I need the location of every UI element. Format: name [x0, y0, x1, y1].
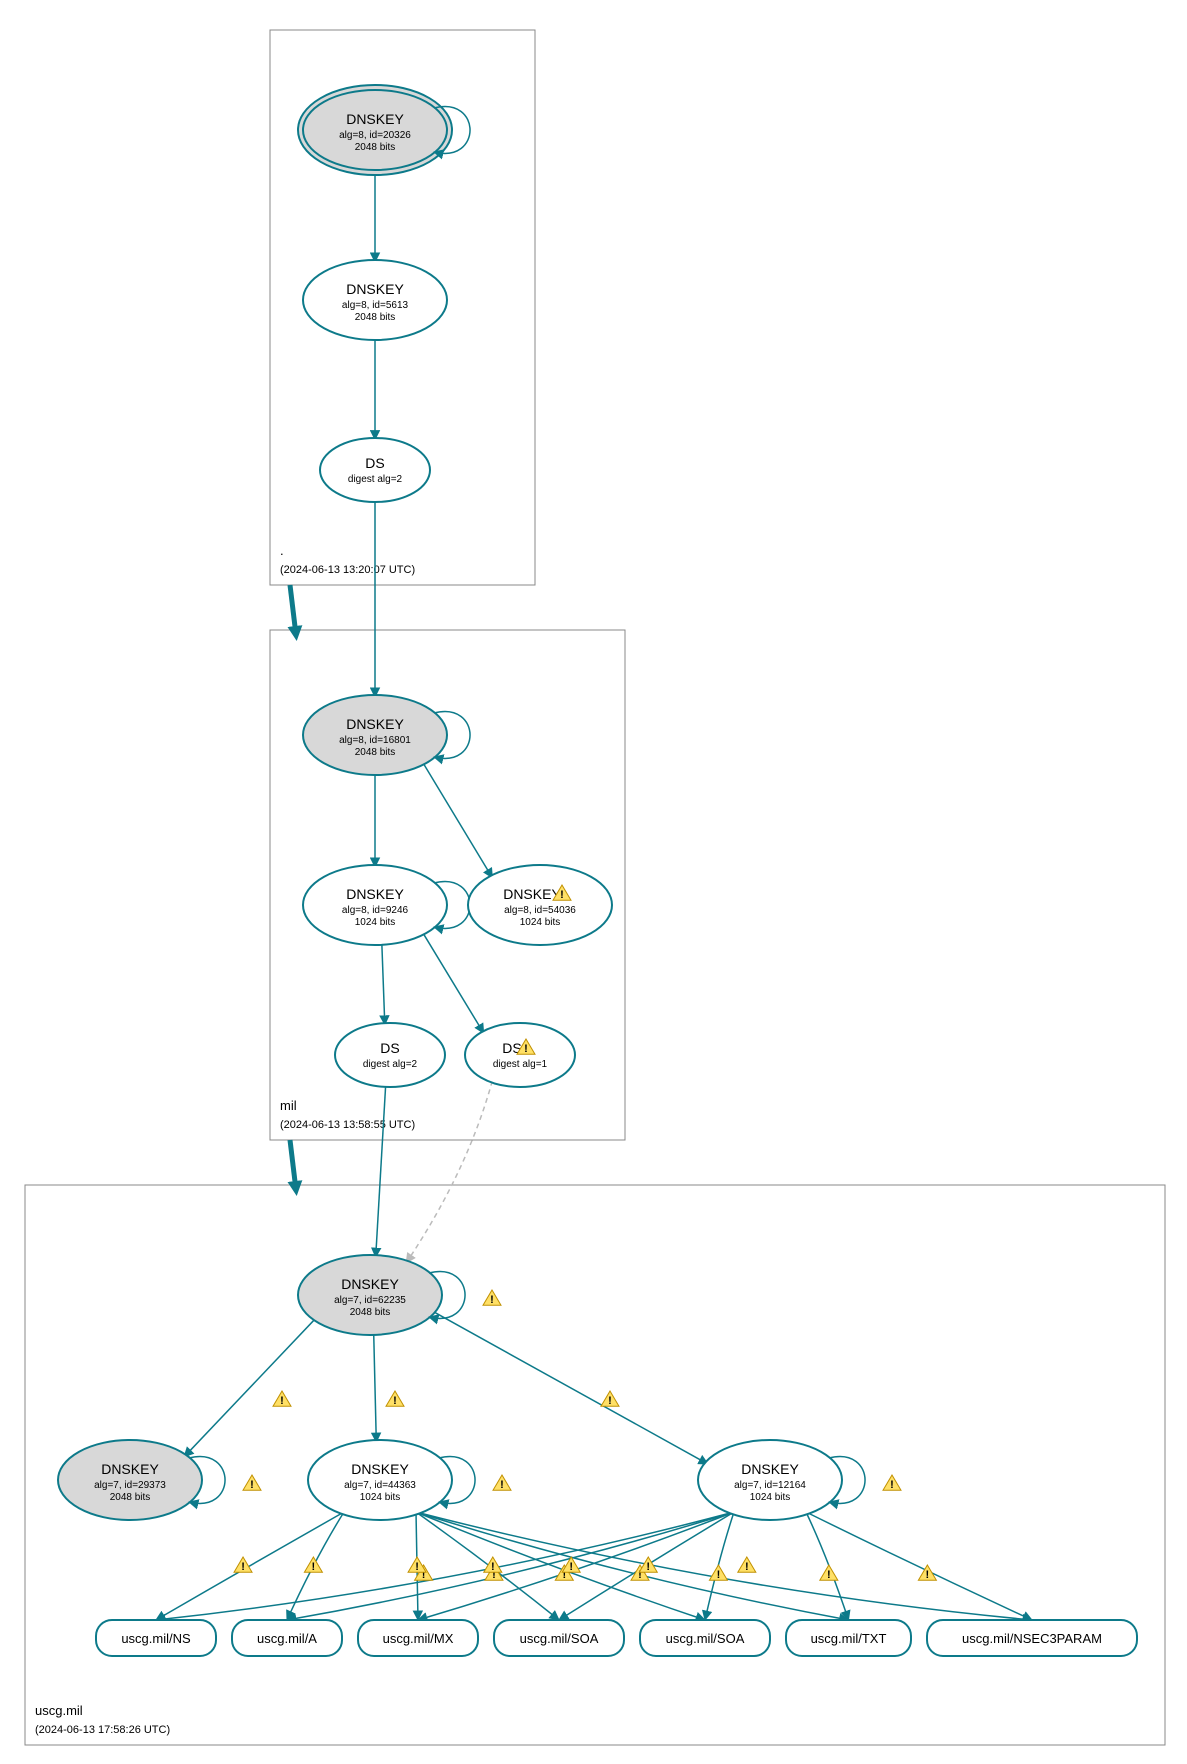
node-title: DNSKEY [346, 111, 404, 127]
svg-text:!: ! [646, 1561, 650, 1573]
edge [423, 762, 493, 877]
node-title: DNSKEY [346, 716, 404, 732]
svg-text:!: ! [569, 1561, 573, 1573]
edge [374, 1333, 377, 1442]
rrsig-edge [287, 1512, 734, 1620]
node-title: DNSKEY [346, 886, 404, 902]
svg-text:!: ! [312, 1561, 316, 1573]
rrset-label: uscg.mil/TXT [811, 1631, 887, 1646]
zone-timestamp: (2024-06-13 13:20:07 UTC) [280, 564, 415, 576]
node-title: DNSKEY [351, 1461, 409, 1477]
node-title: DS [365, 455, 384, 471]
node-sub1: digest alg=1 [493, 1059, 548, 1070]
edge [376, 1085, 386, 1257]
node-title: DNSKEY [341, 1276, 399, 1292]
svg-text:!: ! [560, 889, 564, 901]
svg-text:!: ! [280, 1395, 284, 1407]
node-sub2: 1024 bits [750, 1492, 791, 1503]
rrset-label: uscg.mil/SOA [520, 1631, 599, 1646]
node-sub1: alg=8, id=54036 [504, 905, 576, 916]
rrset-label: uscg.mil/SOA [666, 1631, 745, 1646]
rrsig-edge [806, 1512, 849, 1620]
node-sub1: alg=8, id=9246 [342, 905, 409, 916]
rrset-label: uscg.mil/A [257, 1631, 317, 1646]
node-sub1: alg=8, id=16801 [339, 735, 411, 746]
svg-text:!: ! [926, 1569, 930, 1581]
node-sub1: alg=7, id=12164 [734, 1480, 806, 1491]
zone-label: uscg.mil [35, 1703, 83, 1718]
svg-text:!: ! [500, 1479, 504, 1491]
edge [184, 1318, 316, 1457]
rrset-label: uscg.mil/NS [121, 1631, 191, 1646]
svg-text:!: ! [827, 1569, 831, 1581]
svg-text:!: ! [608, 1395, 612, 1407]
edge [382, 943, 385, 1025]
node-title: DS [380, 1040, 399, 1056]
node-title: DNSKEY [346, 281, 404, 297]
svg-text:!: ! [415, 1561, 419, 1573]
zone-delegation-edge [290, 585, 296, 635]
rrsig-edge [416, 1512, 705, 1620]
svg-text:!: ! [524, 1043, 528, 1055]
svg-text:!: ! [717, 1569, 721, 1581]
node-sub1: digest alg=2 [363, 1059, 418, 1070]
rrsig-edge [416, 1512, 1032, 1620]
node-title: DNSKEY [101, 1461, 159, 1477]
node-sub2: 2048 bits [355, 747, 396, 758]
zone-label: . [280, 543, 284, 558]
rrset-label: uscg.mil/MX [383, 1631, 454, 1646]
edge [406, 1081, 492, 1263]
node-title: DNSKEY [741, 1461, 799, 1477]
node-sub2: 2048 bits [355, 312, 396, 323]
zone-timestamp: (2024-06-13 17:58:26 UTC) [35, 1724, 170, 1736]
rrset-label: uscg.mil/NSEC3PARAM [962, 1631, 1102, 1646]
svg-text:!: ! [250, 1479, 254, 1491]
zone-delegation-edge [290, 1140, 296, 1190]
svg-text:DNSKEY: DNSKEY [503, 886, 561, 902]
zone-label: mil [280, 1098, 297, 1113]
node-sub1: alg=7, id=62235 [334, 1295, 406, 1306]
node-sub1: alg=7, id=29373 [94, 1480, 166, 1491]
node-sub2: 2048 bits [110, 1492, 151, 1503]
zone-timestamp: (2024-06-13 13:58:55 UTC) [280, 1119, 415, 1131]
rrsig-edge [806, 1512, 1032, 1620]
node-sub2: 2048 bits [355, 142, 396, 153]
svg-text:!: ! [491, 1561, 495, 1573]
svg-text:!: ! [745, 1561, 749, 1573]
svg-text:!: ! [890, 1479, 894, 1491]
node-sub2: 1024 bits [520, 917, 561, 928]
svg-text:!: ! [490, 1294, 494, 1306]
node-sub2: 1024 bits [360, 1492, 401, 1503]
node-sub2: 2048 bits [350, 1307, 391, 1318]
node-title-group: DNSKEY! [503, 885, 571, 902]
node-sub1: alg=8, id=5613 [342, 300, 409, 311]
edge [432, 1311, 708, 1464]
node-sub1: digest alg=2 [348, 474, 403, 485]
edge [423, 932, 484, 1033]
node-sub2: 1024 bits [355, 917, 396, 928]
svg-text:!: ! [393, 1395, 397, 1407]
node-sub1: alg=7, id=44363 [344, 1480, 416, 1491]
node-sub1: alg=8, id=20326 [339, 130, 411, 141]
svg-text:!: ! [241, 1561, 245, 1573]
